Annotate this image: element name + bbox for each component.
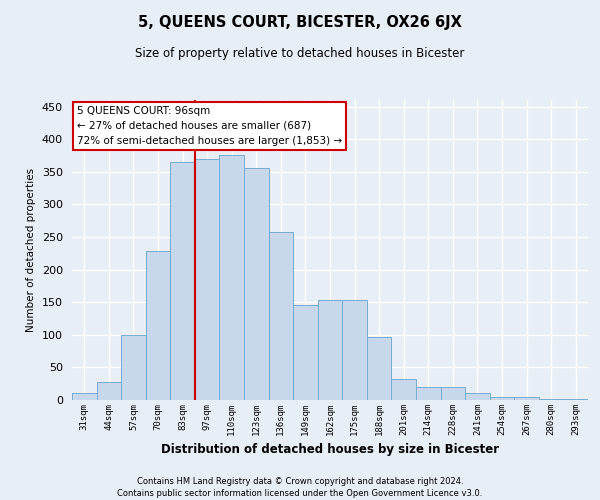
Text: 5, QUEENS COURT, BICESTER, OX26 6JX: 5, QUEENS COURT, BICESTER, OX26 6JX	[138, 15, 462, 30]
Bar	[121, 335, 146, 400]
Bar	[97, 382, 121, 400]
Bar	[195, 158, 220, 400]
Bar	[440, 387, 465, 400]
Bar	[170, 162, 195, 400]
Bar	[514, 396, 539, 400]
Bar	[318, 300, 342, 400]
Bar	[465, 393, 490, 400]
Bar	[244, 168, 269, 400]
Text: Size of property relative to detached houses in Bicester: Size of property relative to detached ho…	[136, 48, 464, 60]
Bar	[146, 252, 170, 400]
Bar	[490, 396, 514, 400]
Text: 5 QUEENS COURT: 96sqm
← 27% of detached houses are smaller (687)
72% of semi-det: 5 QUEENS COURT: 96sqm ← 27% of detached …	[77, 106, 342, 146]
Bar	[539, 398, 563, 400]
Bar	[342, 300, 367, 400]
Bar	[269, 232, 293, 400]
Text: Contains public sector information licensed under the Open Government Licence v3: Contains public sector information licen…	[118, 489, 482, 498]
Text: Contains HM Land Registry data © Crown copyright and database right 2024.: Contains HM Land Registry data © Crown c…	[137, 478, 463, 486]
Bar	[293, 306, 318, 400]
Bar	[391, 379, 416, 400]
Bar	[416, 387, 440, 400]
Bar	[367, 338, 391, 400]
Bar	[72, 394, 97, 400]
Y-axis label: Number of detached properties: Number of detached properties	[26, 168, 36, 332]
Bar	[220, 156, 244, 400]
X-axis label: Distribution of detached houses by size in Bicester: Distribution of detached houses by size …	[161, 444, 499, 456]
